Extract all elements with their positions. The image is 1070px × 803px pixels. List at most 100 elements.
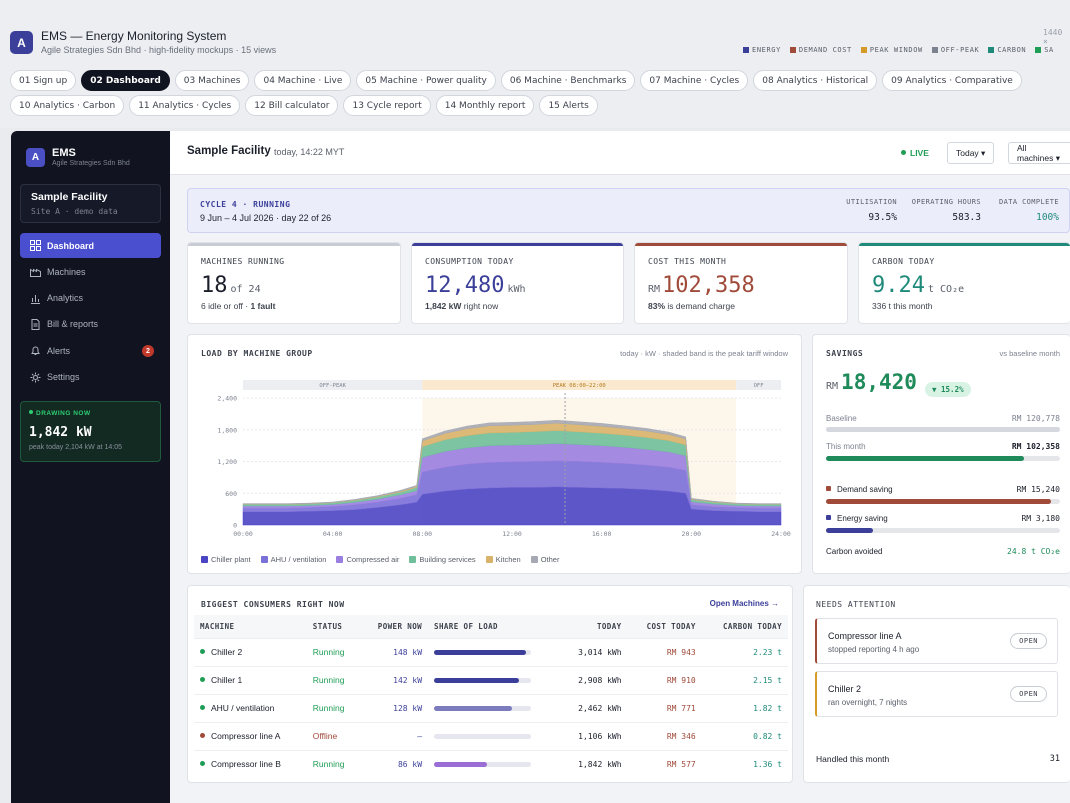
chart-legend-label: Kitchen xyxy=(495,555,521,564)
tab-view[interactable]: 07 Machine · Cycles xyxy=(640,70,749,91)
cost-cell: RM 771 xyxy=(627,693,702,722)
data-complete-stat: DATA COMPLETE 100% xyxy=(999,198,1059,223)
band-label: OFF-PEAK xyxy=(319,383,346,389)
gear-icon xyxy=(29,371,41,383)
utilisation-stat: UTILISATION 93.5% xyxy=(846,198,897,223)
tab-view[interactable]: 08 Analytics · Historical xyxy=(753,70,878,91)
status-cell: Offline xyxy=(306,721,360,750)
machine-name: Compressor line B xyxy=(211,759,281,770)
savings-change-pill: ▼ 15.2% xyxy=(925,382,971,397)
share-bar-fill xyxy=(434,761,488,767)
power-cell: 148 kW xyxy=(359,637,429,666)
legend-swatch xyxy=(931,47,938,53)
legend-swatch xyxy=(743,47,749,53)
legend-label: DEMAND COST xyxy=(798,46,852,54)
status-dot xyxy=(200,705,205,710)
range-select[interactable]: Today ▾ xyxy=(947,142,995,164)
open-machines-link[interactable]: Open Machines → xyxy=(709,599,779,608)
sidebar-item-bill-reports[interactable]: Bill & reports xyxy=(20,312,161,337)
power-cell: 128 kW xyxy=(359,693,429,722)
load-chart-legend: Chiller plant AHU / ventilation Compressed… xyxy=(201,555,559,564)
tab-view[interactable]: 03 Machines xyxy=(174,70,250,91)
kpi-consumption-today: CONSUMPTION TODAY 12,480 kWh 1,842 kW rig… xyxy=(411,242,624,324)
kpi-label: MACHINES RUNNING xyxy=(201,257,285,266)
legend-item: PEAK WINDOW xyxy=(860,46,923,54)
attention-item[interactable]: Compressor line A stopped reporting 4 h a… xyxy=(815,618,1058,664)
x-tick-label: 12:00 xyxy=(502,530,522,538)
machine-filter-select[interactable]: All machines ▾ xyxy=(1008,142,1070,164)
tab-view[interactable]: 10 Analytics · Carbon xyxy=(10,95,125,116)
share-bar xyxy=(434,761,532,767)
alerts-count-badge: 2 xyxy=(142,345,154,358)
sidebar-item-alerts[interactable]: Alerts 2 xyxy=(20,338,161,363)
tab-view[interactable]: 04 Machine · Live xyxy=(254,70,352,91)
facility-switcher[interactable]: Sample Facility Site A · demo data xyxy=(20,184,161,223)
kpi-cost-this-month: COST THIS MONTH RM102,358 83% is demand … xyxy=(634,242,848,324)
table-row[interactable]: Compressor line B Running 86 kW 1,842 kWh RM… xyxy=(194,749,788,778)
attention-item[interactable]: Chiller 2 ran overnight, 7 nights OPEN xyxy=(815,671,1058,717)
legend-label: ENERGY xyxy=(752,46,781,54)
savings-title: SAVINGS xyxy=(826,349,864,358)
legend-swatch xyxy=(860,47,867,53)
tab-view[interactable]: 02 Dashboard xyxy=(81,70,170,91)
consumers-card: BIGGEST CONSUMERS RIGHT NOW Open Machine… xyxy=(187,585,793,783)
tab-view[interactable]: 09 Analytics · Comparative xyxy=(882,70,1022,91)
sidebar-item-settings[interactable]: Settings xyxy=(20,365,161,390)
power-cell: — xyxy=(359,721,429,750)
status-cell: Running xyxy=(306,693,360,722)
status-dot xyxy=(200,649,205,654)
kpi-sub: 1,842 kW right now xyxy=(425,301,499,311)
tab-view[interactable]: 01 Sign up xyxy=(10,70,77,91)
chart-legend-swatch xyxy=(201,556,208,563)
sidebar-item-machines[interactable]: Machines xyxy=(20,259,161,284)
tab-view[interactable]: 11 Analytics · Cycles xyxy=(129,95,241,116)
factory-icon xyxy=(29,266,41,278)
legend-label: PEAK WINDOW xyxy=(869,46,923,54)
chart-legend-label: Chiller plant xyxy=(211,555,251,564)
kpi-carbon-today: CARBON TODAY 9.24 t CO₂e 336 t this month xyxy=(858,242,1070,324)
y-tick-label: 2,400 xyxy=(217,395,237,403)
cycle-dates: 9 Jun – 4 Jul 2026 · day 22 of 26 xyxy=(200,213,332,223)
kpi-sub: 6 idle or off · 1 fault xyxy=(201,301,276,311)
today-cell: 1,842 kWh xyxy=(560,749,628,778)
sidebar-item-analytics[interactable]: Analytics xyxy=(20,286,161,311)
energy-saving-bar xyxy=(826,528,1060,533)
table-row[interactable]: Compressor line A Offline — 1,106 kWh RM 346… xyxy=(194,721,788,750)
tab-view[interactable]: 12 Bill calculator xyxy=(245,95,339,116)
x-tick-label: 16:00 xyxy=(592,530,612,538)
cost-cell: RM 577 xyxy=(627,749,702,778)
area-series-other xyxy=(242,419,782,505)
tab-view[interactable]: 13 Cycle report xyxy=(343,95,431,116)
drawing-now-value: 1,842 kW xyxy=(29,425,92,440)
tab-view[interactable]: 14 Monthly report xyxy=(435,95,535,116)
tab-view[interactable]: 15 Alerts xyxy=(539,95,598,116)
app-logo: A xyxy=(10,31,33,54)
chart-legend-swatch xyxy=(409,556,417,563)
app-frame: A EMS Agile Strategies Sdn Bhd Sample Fa… xyxy=(11,131,1070,803)
page-header: Sample Facility today, 14:22 MYT LIVE To… xyxy=(170,131,1070,175)
operating-hours-stat: OPERATING HOURS 583.3 xyxy=(911,198,981,223)
table-row[interactable]: Chiller 1 Running 142 kW 2,908 kWh RM 910 2.1… xyxy=(194,665,788,694)
open-button[interactable]: OPEN xyxy=(1010,633,1047,649)
table-row[interactable]: AHU / ventilation Running 128 kW 2,462 kWh R… xyxy=(194,693,788,722)
sidebar-item-dashboard[interactable]: Dashboard xyxy=(20,233,161,258)
share-cell xyxy=(428,721,561,750)
share-cell xyxy=(428,665,561,694)
tab-view[interactable]: 06 Machine · Benchmarks xyxy=(500,70,636,91)
carbon-cell: 0.82 t xyxy=(701,721,788,750)
facility-subtitle: Site A · demo data xyxy=(31,207,118,216)
today-cell: 1,106 kWh xyxy=(560,721,628,750)
column-header: POWER NOW xyxy=(359,615,429,638)
tab-view[interactable]: 05 Machine · Power quality xyxy=(356,70,496,91)
load-chart-card: LOAD BY MACHINE GROUP today · kW · shade… xyxy=(187,334,802,574)
drawing-now-peak: peak today 2,104 kW at 14:05 xyxy=(29,444,123,451)
open-button[interactable]: OPEN xyxy=(1010,686,1047,702)
band-label: PEAK 08:00–22:00 xyxy=(553,383,606,389)
today-cell: 2,462 kWh xyxy=(560,693,628,722)
view-tabs: 01 Sign up 02 Dashboard 03 Machines 04 Mach… xyxy=(10,70,1070,116)
today-cell: 2,908 kWh xyxy=(560,665,628,694)
sidebar-item-label: Dashboard xyxy=(47,240,95,251)
baseline-bar xyxy=(826,427,1060,432)
table-row[interactable]: Chiller 2 Running 148 kW 3,014 kWh RM 943 2.2… xyxy=(194,637,788,666)
legend-item: DEMAND COST xyxy=(789,46,852,54)
